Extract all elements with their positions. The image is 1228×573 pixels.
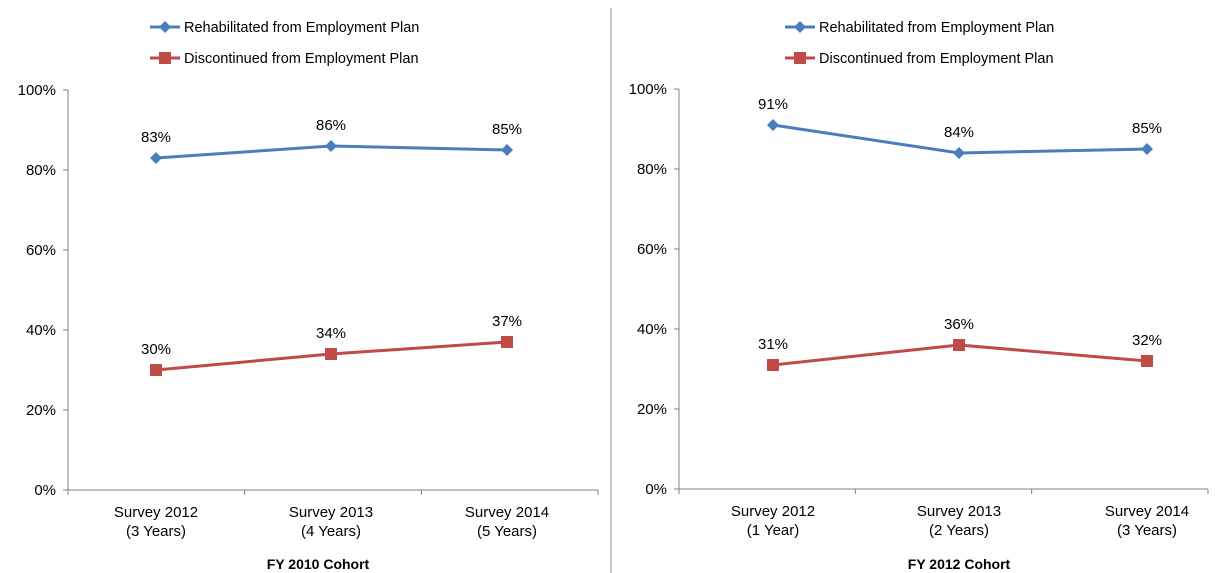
legend-marker [159, 52, 171, 64]
data-label: 85% [1132, 120, 1162, 137]
data-point-marker [953, 147, 965, 159]
x-axis-title: FY 2010 Cohort [267, 556, 370, 572]
x-category-label: Survey 2014 [465, 504, 549, 521]
data-label: 83% [141, 129, 171, 146]
data-label: 34% [316, 325, 346, 342]
x-category-label: Survey 2012 [731, 503, 815, 520]
legend-marker [794, 21, 806, 33]
data-label: 37% [492, 313, 522, 330]
x-category-label: (3 Years) [1117, 522, 1177, 539]
data-point-marker [767, 359, 779, 371]
data-point-marker [767, 119, 779, 131]
x-category-label: (5 Years) [477, 523, 537, 540]
data-label: 36% [944, 316, 974, 333]
data-label: 84% [944, 124, 974, 141]
legend-marker [794, 52, 806, 64]
x-category-label: (1 Year) [747, 522, 800, 539]
data-point-marker [325, 140, 337, 152]
y-tick-label: 0% [34, 482, 56, 499]
y-tick-label: 80% [637, 161, 667, 178]
y-tick-label: 80% [26, 162, 56, 179]
legend-label: Discontinued from Employment Plan [184, 51, 419, 67]
data-point-marker [1141, 355, 1153, 367]
x-category-label: Survey 2013 [917, 503, 1001, 520]
legend-label: Rehabilitated from Employment Plan [184, 20, 419, 36]
legend-marker [159, 21, 171, 33]
x-category-label: (4 Years) [301, 523, 361, 540]
x-category-label: Survey 2014 [1105, 503, 1189, 520]
y-tick-label: 60% [637, 241, 667, 258]
y-tick-label: 20% [637, 401, 667, 418]
y-tick-label: 100% [629, 81, 667, 98]
data-point-marker [501, 144, 513, 156]
chart-panel-2: 0% 20% 40% 60% 80% 100% Survey 2012 (1 Year) Sur… [629, 20, 1209, 572]
data-label: 91% [758, 96, 788, 113]
data-point-marker [953, 339, 965, 351]
data-label: 32% [1132, 332, 1162, 349]
data-label: 30% [141, 341, 171, 358]
chart-panel-1: 0% 20% 40% 60% 80% 100% Survey 2012 (3 Years) Su… [18, 20, 599, 572]
x-axis-title: FY 2012 Cohort [908, 556, 1011, 572]
x-category-label: (2 Years) [929, 522, 989, 539]
data-point-marker [325, 348, 337, 360]
y-tick-label: 60% [26, 242, 56, 259]
data-label: 31% [758, 336, 788, 353]
y-tick-label: 0% [645, 481, 667, 498]
x-category-label: Survey 2013 [289, 504, 373, 521]
x-category-label: Survey 2012 [114, 504, 198, 521]
data-point-marker [501, 336, 513, 348]
data-label: 86% [316, 117, 346, 134]
x-category-label: (3 Years) [126, 523, 186, 540]
y-tick-label: 20% [26, 402, 56, 419]
data-point-marker [1141, 143, 1153, 155]
y-tick-label: 40% [637, 321, 667, 338]
y-tick-label: 40% [26, 322, 56, 339]
legend-label: Rehabilitated from Employment Plan [819, 20, 1054, 36]
legend-label: Discontinued from Employment Plan [819, 51, 1054, 67]
data-point-marker [150, 364, 162, 376]
data-point-marker [150, 152, 162, 164]
data-label: 85% [492, 121, 522, 138]
y-tick-label: 100% [18, 82, 56, 99]
